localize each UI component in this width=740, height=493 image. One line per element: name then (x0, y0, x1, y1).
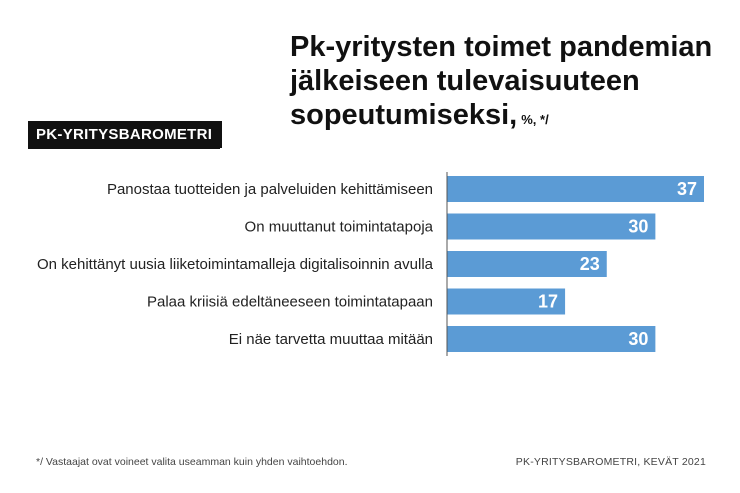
value-label: 23 (580, 254, 600, 274)
chart-title-unit: %, */ (521, 112, 549, 127)
bar (447, 326, 656, 352)
bar (447, 213, 656, 240)
chart-title: Pk-yritysten toimet pandemian jälkeiseen… (290, 30, 730, 137)
bar (447, 176, 704, 202)
source-label: PK-YRITYSBAROMETRI, KEVÄT 2021 (515, 456, 706, 468)
value-label: 37 (677, 179, 697, 199)
value-label: 30 (628, 217, 648, 237)
brand-underline (28, 147, 220, 149)
category-label: On muuttanut toimintatapoja (245, 219, 434, 236)
category-label: Ei näe tarvetta muuttaa mitään (229, 331, 433, 348)
category-label: Palaa kriisiä edeltäneeseen toimintatapa… (147, 294, 433, 311)
value-label: 17 (538, 292, 558, 312)
category-label: Panostaa tuotteiden ja palveluiden kehit… (107, 181, 433, 198)
brand-badge: PK-YRITYSBAROMETRI (28, 121, 223, 148)
chart-title-text: Pk-yritysten toimet pandemian jälkeiseen… (290, 31, 713, 131)
bar (447, 251, 607, 277)
bar (447, 288, 566, 315)
category-label: On kehittänyt uusia liiketoimintamalleja… (37, 256, 434, 273)
value-label: 30 (628, 329, 648, 349)
footnote: */ Vastaajat ovat voineet valita useamma… (36, 456, 348, 468)
